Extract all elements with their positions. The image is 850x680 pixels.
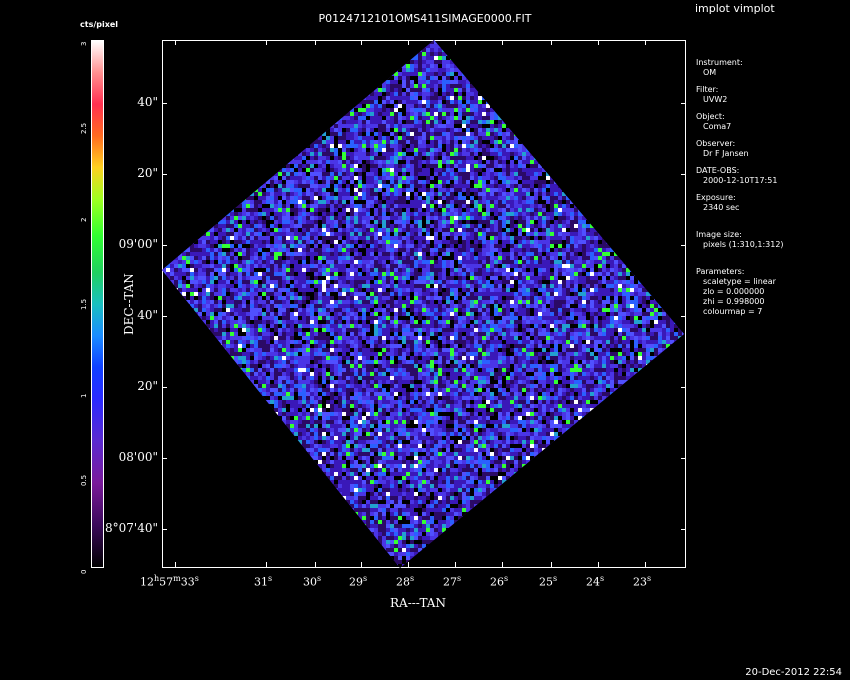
colorbar-tick-label: 1 bbox=[80, 393, 88, 398]
dateobs-label: DATE-OBS: bbox=[696, 166, 740, 175]
x-tick-mark bbox=[408, 40, 409, 45]
observer-label: Observer: bbox=[696, 139, 736, 148]
y-tick-mark bbox=[681, 458, 686, 459]
x-tick-label: 29s bbox=[349, 574, 368, 589]
x-tick-label: 27s bbox=[443, 574, 462, 589]
colorbar-tick-label: 2.5 bbox=[80, 122, 88, 134]
colorbar-tick-label: 3 bbox=[80, 41, 88, 46]
colorbar-label: cts/pixel bbox=[80, 20, 119, 29]
x-tick-mark bbox=[408, 562, 409, 567]
imagesize-value: pixels (1:310,1:312) bbox=[703, 240, 784, 249]
colorbar-tick-label: 2 bbox=[80, 217, 88, 222]
x-tick-label: 23s bbox=[633, 574, 652, 589]
zhi-value: zhi = 0.998000 bbox=[703, 297, 765, 306]
instrument-label: Instrument: bbox=[696, 58, 743, 67]
colorbar-tick-label: 0.5 bbox=[80, 474, 88, 486]
x-tick-mark bbox=[175, 562, 176, 567]
x-tick-mark bbox=[455, 40, 456, 45]
x-tick-mark bbox=[598, 40, 599, 45]
colorbar-tick-label: 1.5 bbox=[80, 298, 88, 310]
x-tick-mark bbox=[266, 40, 267, 45]
y-tick-label: 8°07'40" bbox=[105, 521, 158, 535]
x-tick-label: 26s bbox=[490, 574, 509, 589]
y-tick-mark bbox=[681, 245, 686, 246]
x-tick-mark bbox=[361, 562, 362, 567]
exposure-label: Exposure: bbox=[696, 193, 736, 202]
y-tick-mark bbox=[162, 174, 167, 175]
y-tick-mark bbox=[162, 458, 167, 459]
y-axis-label: DEC--TAN bbox=[122, 273, 136, 335]
object-label: Object: bbox=[696, 112, 725, 121]
filter-label: Filter: bbox=[696, 85, 719, 94]
program-label: implot vimplot bbox=[695, 2, 775, 15]
x-tick-label: 25s bbox=[539, 574, 558, 589]
image-diamond bbox=[162, 40, 684, 568]
observer-value: Dr F Jansen bbox=[703, 149, 749, 158]
y-tick-mark bbox=[681, 529, 686, 530]
y-tick-label: 09'00" bbox=[118, 237, 158, 251]
imagesize-label: Image size: bbox=[696, 230, 742, 239]
instrument-value: OM bbox=[703, 68, 717, 77]
y-tick-mark bbox=[162, 316, 167, 317]
x-tick-label: 28s bbox=[396, 574, 415, 589]
x-tick-mark bbox=[315, 562, 316, 567]
x-tick-mark bbox=[645, 40, 646, 45]
x-tick-mark bbox=[502, 40, 503, 45]
x-tick-mark bbox=[551, 40, 552, 45]
timestamp: 20-Dec-2012 22:54 bbox=[745, 667, 842, 678]
x-tick-label: 24s bbox=[586, 574, 605, 589]
y-tick-label: 08'00" bbox=[118, 450, 158, 464]
x-tick-mark bbox=[645, 562, 646, 567]
colorbar bbox=[91, 40, 104, 568]
y-tick-mark bbox=[681, 316, 686, 317]
x-axis-label: RA---TAN bbox=[390, 596, 446, 610]
object-value: Coma7 bbox=[703, 122, 732, 131]
x-tick-label: 31s bbox=[254, 574, 273, 589]
y-tick-mark bbox=[681, 103, 686, 104]
colorbar-tick-label: 0 bbox=[80, 569, 88, 574]
y-tick-mark bbox=[162, 103, 167, 104]
zlo-value: zlo = 0.000000 bbox=[703, 287, 765, 296]
x-tick-mark bbox=[551, 562, 552, 567]
x-tick-label: 30s bbox=[303, 574, 322, 589]
x-tick-mark bbox=[502, 562, 503, 567]
image-title: P0124712101OMS411SIMAGE0000.FIT bbox=[318, 12, 532, 25]
x-tick-mark bbox=[266, 562, 267, 567]
y-tick-label: 40" bbox=[137, 95, 158, 109]
y-tick-mark bbox=[162, 529, 167, 530]
y-tick-label: 20" bbox=[137, 166, 158, 180]
parameters-label: Parameters: bbox=[696, 267, 745, 276]
scaletype-value: scaletype = linear bbox=[703, 277, 776, 286]
filter-value: UVW2 bbox=[703, 95, 728, 104]
y-tick-mark bbox=[681, 174, 686, 175]
y-tick-mark bbox=[162, 387, 167, 388]
y-tick-mark bbox=[681, 387, 686, 388]
y-tick-mark bbox=[162, 245, 167, 246]
y-tick-label: 20" bbox=[137, 379, 158, 393]
x-tick-mark bbox=[175, 40, 176, 45]
info-panel: Instrument: OM Filter: UVW2 Object: Coma… bbox=[696, 58, 784, 317]
image-frame bbox=[162, 40, 686, 568]
x-tick-mark bbox=[361, 40, 362, 45]
y-tick-label: 40" bbox=[137, 308, 158, 322]
x-tick-mark bbox=[598, 562, 599, 567]
exposure-value: 2340 sec bbox=[703, 203, 740, 212]
x-tick-label: 12h57m33s bbox=[140, 574, 199, 589]
dateobs-value: 2000-12-10T17:51 bbox=[703, 176, 778, 185]
colourmap-value: colourmap = 7 bbox=[703, 307, 763, 316]
x-tick-mark bbox=[315, 40, 316, 45]
x-tick-mark bbox=[455, 562, 456, 567]
